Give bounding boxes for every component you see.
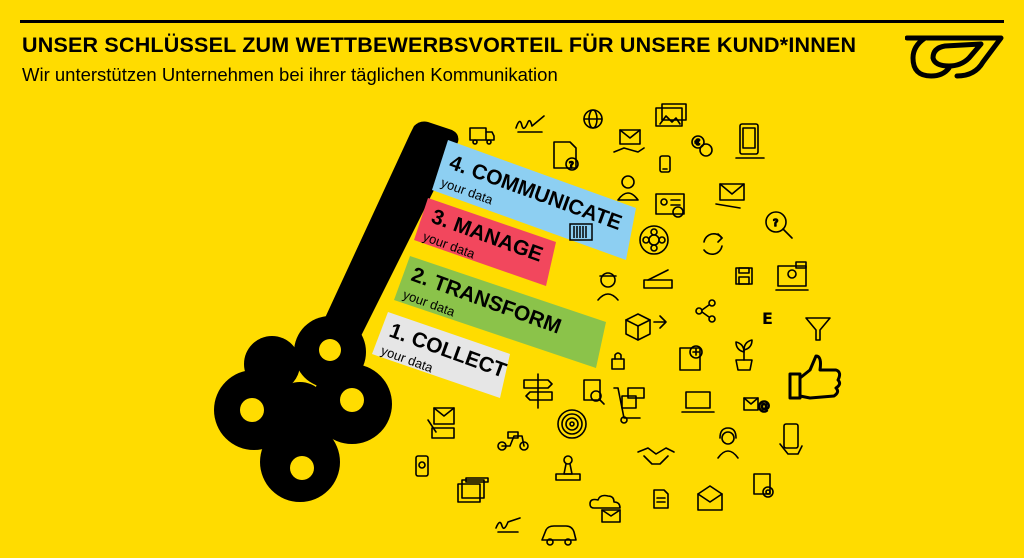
refresh-icon: [703, 233, 723, 255]
pdf-icon: [653, 489, 669, 509]
thumbs-up-icon: [788, 354, 842, 400]
svg-text:@: @: [758, 399, 770, 413]
svg-text:?: ?: [569, 161, 574, 171]
open-letter-icon: [697, 485, 723, 511]
barcode-icon: [569, 223, 593, 241]
mobile-bell-icon: [415, 455, 429, 477]
letter-e-icon: E: [762, 309, 773, 328]
svg-text:?: ?: [773, 218, 778, 229]
document-question-icon: ?: [553, 141, 579, 172]
envelope-icon: [715, 183, 745, 209]
email-at-icon: @: [743, 397, 771, 414]
mail-truck-icon: [469, 127, 495, 145]
globe-icon: [583, 109, 603, 129]
mobile-hand-icon: [779, 423, 803, 455]
share-icon: [695, 299, 716, 323]
svg-text:€: €: [695, 138, 700, 147]
files-icon: [457, 477, 489, 503]
header-rule: [20, 20, 1004, 23]
signpost-icon: [523, 373, 553, 409]
plant-icon: [735, 339, 753, 371]
laptop-icon: [681, 391, 715, 413]
post-horn-logo: [905, 35, 1004, 79]
hand-truck-icon: [613, 387, 645, 424]
phone-icon: [659, 155, 671, 173]
target-icon: [557, 409, 587, 439]
document-search-icon: [583, 379, 605, 405]
scanner-icon: [643, 269, 673, 289]
tablet-icon: [735, 123, 765, 159]
stamp-icon: [555, 455, 581, 481]
add-document-icon: [679, 345, 703, 371]
photos-icon: [655, 103, 687, 127]
signature-icon: [495, 517, 521, 533]
user-icon: [617, 175, 639, 201]
signature-icon: [515, 115, 545, 133]
letter-writing-icon: [427, 407, 455, 439]
video-call-icon: [775, 261, 809, 291]
page-subtitle: Wir unterstützen Unternehmen bei ihrer t…: [22, 64, 558, 85]
filter-icon: [805, 317, 831, 341]
euro-coins-icon: €: [691, 135, 713, 157]
envelopes-hand-icon: [613, 129, 645, 153]
settings-flower-icon: [639, 225, 669, 255]
settings-document-icon: [753, 473, 774, 498]
package-icon: [625, 313, 667, 341]
courier-icon: [597, 272, 619, 301]
scooter-icon: [497, 431, 529, 451]
step-manage: 3. MANAGE your data: [414, 198, 556, 286]
handshake-icon: [637, 447, 675, 465]
id-card-icon: [655, 193, 685, 218]
car-icon: [541, 525, 577, 546]
page-title: UNSER SCHLÜSSEL ZUM WETTBEWERBSVORTEIL F…: [22, 33, 857, 57]
lock-icon: [611, 352, 625, 370]
save-icon: [735, 267, 753, 285]
cloud-mail-icon: [589, 494, 621, 523]
headset-icon: [717, 427, 739, 459]
magnifier-icon: ?: [765, 211, 793, 239]
